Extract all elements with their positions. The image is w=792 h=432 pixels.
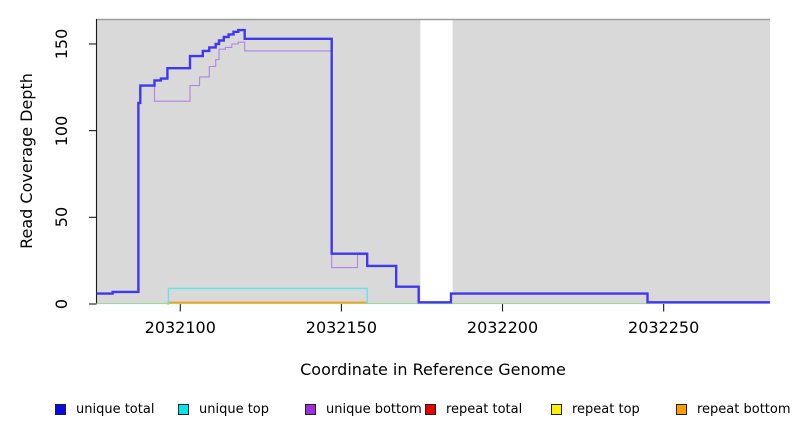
unique-top-swatch-icon (178, 403, 189, 415)
unique-bottom-swatch-icon (305, 403, 316, 415)
repeat-total-swatch-icon (425, 403, 436, 415)
x-tick-label-2032250: 2032250 (628, 318, 700, 337)
series-line-unique-total (96, 28, 770, 304)
legend-item-repeat-total: repeat total (425, 399, 522, 419)
legend-item-unique-top: unique top (178, 399, 269, 419)
y-tick-label-50: 50 (52, 207, 71, 228)
x-tick-label-2032100: 2032100 (144, 318, 216, 337)
y-tick-label-100: 100 (52, 115, 71, 146)
legend-label: repeat bottom (697, 401, 791, 417)
x-axis-title: Coordinate in Reference Genome (300, 360, 566, 379)
repeat-bottom-swatch-icon (676, 403, 687, 415)
legend-label: repeat total (446, 401, 523, 417)
repeat-top-swatch-icon (551, 403, 562, 415)
legend-label: unique bottom (326, 401, 422, 417)
series-line-unique-top (167, 287, 368, 305)
y-tick-label-0: 0 (52, 298, 71, 310)
coverage-gap-band (420, 20, 453, 304)
legend-label: unique top (199, 401, 270, 417)
legend-item-repeat-top: repeat top (551, 399, 640, 419)
legend-label: unique total (76, 401, 155, 417)
y-axis-title: Read Coverage Depth (17, 73, 36, 249)
x-tick-label-2032150: 2032150 (305, 318, 378, 337)
legend: unique total unique top unique bottom re… (0, 399, 792, 421)
unique-total-swatch-icon (55, 403, 66, 415)
legend-item-unique-total: unique total (55, 399, 154, 419)
legend-item-repeat-bottom: repeat bottom (676, 399, 791, 419)
legend-item-unique-bottom: unique bottom (305, 399, 422, 419)
x-tick-label-2032200: 2032200 (466, 318, 539, 337)
y-tick-label-150: 150 (52, 28, 71, 60)
legend-label: repeat top (572, 401, 640, 417)
